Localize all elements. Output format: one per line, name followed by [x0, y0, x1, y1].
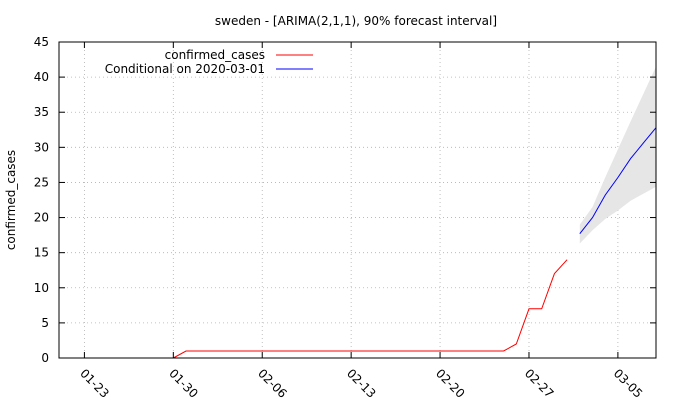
chart-title: sweden - [ARIMA(2,1,1), 90% forecast int…	[215, 14, 497, 28]
plot-frame-layer	[58, 41, 657, 359]
y-axis-label: confirmed_cases	[4, 150, 18, 250]
forecast-interval-band	[579, 66, 656, 244]
y-tick-label: 30	[34, 140, 49, 154]
y-tick-label: 40	[34, 70, 49, 84]
legend-label: confirmed_cases	[165, 48, 265, 62]
grid-layer	[59, 42, 656, 358]
y-tick-label: 35	[34, 105, 49, 119]
y-tick-label: 0	[41, 351, 49, 365]
y-tick-label: 25	[34, 175, 49, 189]
y-tick-label: 5	[41, 316, 49, 330]
series-layer	[173, 127, 657, 359]
y-tick-label: 10	[34, 281, 49, 295]
forecast-line	[579, 127, 657, 235]
x-tick-label: 02-13	[344, 366, 379, 400]
x-tick-label: 02-20	[433, 366, 468, 400]
x-tick-label: 02-27	[522, 366, 557, 400]
x-tick-label: 01-23	[77, 366, 112, 400]
x-tick-label: 02-06	[255, 366, 290, 400]
plot-border	[58, 41, 657, 359]
confirmed-cases-line	[173, 259, 568, 359]
x-tick-label: 01-30	[166, 366, 201, 400]
forecast-interval-layer	[579, 66, 656, 244]
y-tick-label: 45	[34, 35, 49, 49]
y-tick-label: 15	[34, 246, 49, 260]
x-tick-label: 03-05	[611, 366, 646, 400]
y-tick-label: 20	[34, 211, 49, 225]
legend-label: Conditional on 2020-03-01	[105, 62, 265, 76]
